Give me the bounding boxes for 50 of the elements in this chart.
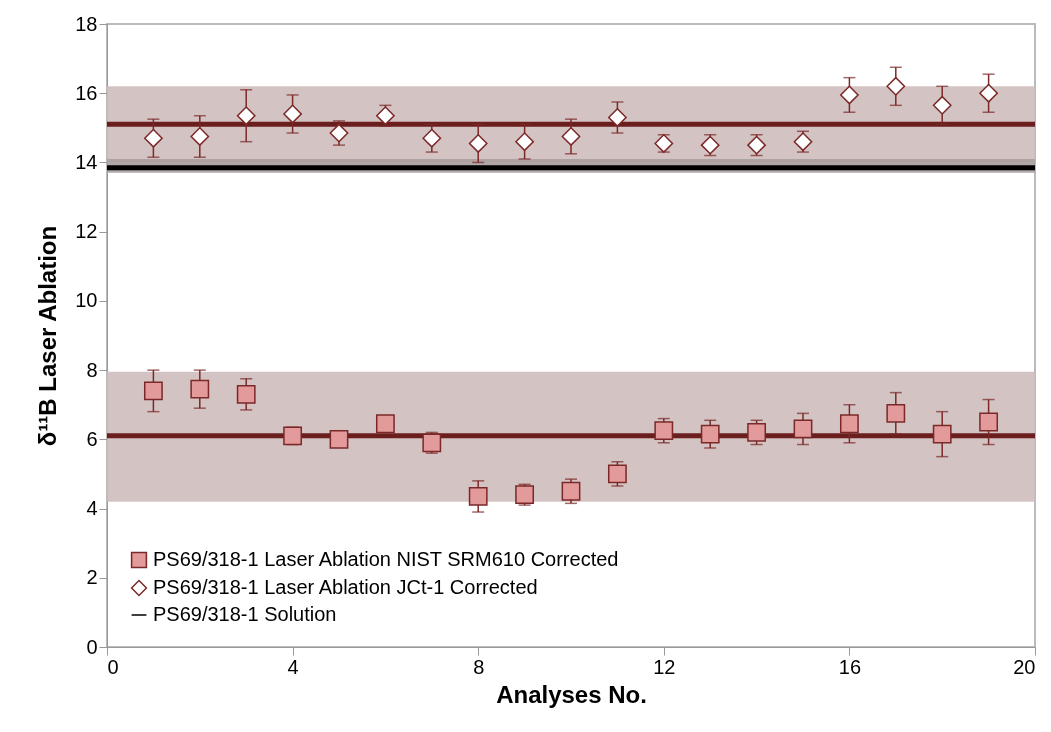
x-tick-label: 4: [287, 655, 299, 678]
point: [886, 76, 906, 96]
point: [190, 379, 210, 399]
point: [375, 414, 395, 434]
point: [886, 403, 906, 423]
point: [700, 424, 720, 444]
y-tick-label: 0: [86, 635, 98, 658]
y-tick-label: 16: [75, 81, 98, 104]
y-tick-label: 18: [75, 12, 98, 35]
point: [515, 485, 535, 505]
point: [839, 85, 859, 105]
point: [236, 106, 256, 126]
point: [143, 128, 163, 148]
point: [932, 424, 952, 444]
point: [329, 429, 349, 449]
y-tick-label: 2: [86, 566, 98, 589]
point: [468, 134, 488, 153]
legend-label: PS69/318-1 Laser Ablation NIST SRM610 Corrected: [153, 548, 619, 570]
x-tick-label: 12: [653, 655, 676, 678]
legend-label: PS69/318-1 Solution: [153, 603, 337, 625]
y-tick-label: 4: [86, 497, 98, 520]
point: [283, 104, 303, 124]
x-tick-label: 8: [473, 655, 485, 678]
point: [422, 128, 442, 148]
y-tick-label: 14: [75, 150, 98, 173]
x-tick-label: 0: [107, 655, 119, 678]
y-tick-label: 12: [75, 220, 98, 243]
y-axis-title: δ¹¹B Laser Ablation: [34, 225, 62, 447]
x-tick-label: 20: [1013, 655, 1036, 678]
point: [607, 108, 627, 127]
point: [979, 83, 999, 103]
point: [654, 421, 674, 441]
point: [747, 423, 767, 442]
point: [561, 127, 581, 146]
y-tick-label: 6: [86, 427, 98, 450]
point: [236, 384, 256, 404]
x-axis-title: Analyses No.: [496, 680, 647, 708]
point: [515, 132, 535, 152]
point: [143, 381, 163, 401]
point: [190, 127, 210, 146]
y-tick-label: 8: [86, 358, 98, 381]
point: [468, 487, 488, 506]
point: [979, 412, 999, 432]
point: [654, 134, 674, 153]
point: [793, 419, 813, 439]
point: [932, 95, 952, 115]
legend-label: PS69/318-1 Laser Ablation JCt-1 Corrected: [153, 576, 538, 598]
x-tick-label: 16: [838, 655, 862, 678]
y-tick-label: 10: [75, 289, 98, 312]
point: [839, 414, 859, 434]
